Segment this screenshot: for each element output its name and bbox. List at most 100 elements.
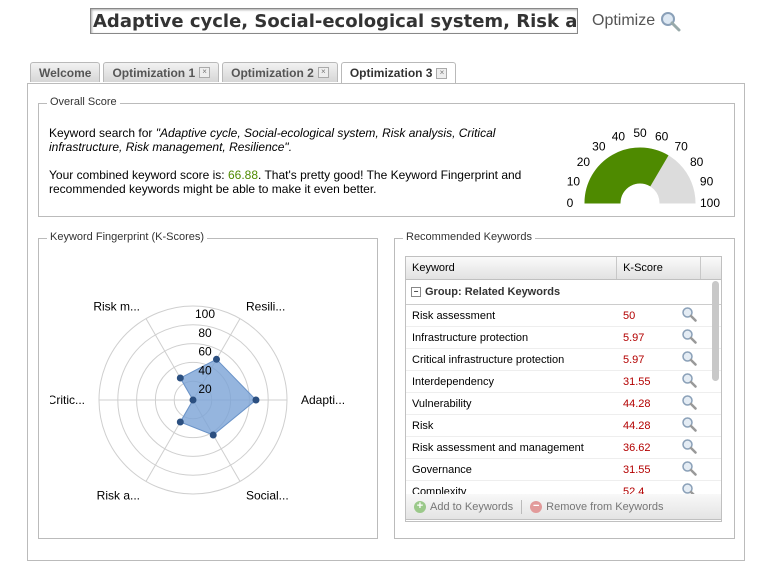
magnifier-icon[interactable] — [681, 328, 701, 347]
keyword-row[interactable]: Vulnerability 44.28 — [406, 393, 721, 415]
gauge-tick-label: 30 — [592, 139, 606, 153]
radar-axis-label: Adapti... — [301, 393, 345, 407]
radar-ring-label: 80 — [198, 326, 212, 340]
tab-panel — [27, 83, 745, 561]
tab-label: Optimization 2 — [231, 65, 314, 80]
tab-optimization-1[interactable]: Optimization 1 × — [103, 62, 220, 82]
magnifier-icon[interactable] — [681, 460, 701, 479]
add-label: Add to Keywords — [430, 500, 514, 513]
score-suffix: . That's pretty good! The Keyword Finger… — [49, 168, 522, 196]
tab-welcome[interactable]: Welcome — [30, 62, 101, 82]
overall-score-title: Overall Score — [47, 96, 120, 108]
radar-point[interactable] — [189, 396, 197, 404]
search-input[interactable]: Adaptive cycle, Social-ecological system… — [90, 8, 578, 34]
scrollbar[interactable] — [712, 281, 719, 381]
kscore-cell: 31.55 — [623, 375, 651, 388]
score-prefix: Your combined keyword score is: — [49, 168, 228, 182]
column-action — [701, 257, 721, 279]
keyword-row[interactable]: Risk assessment 50 — [406, 305, 721, 327]
remove-label: Remove from Keywords — [546, 500, 664, 513]
radar-point[interactable] — [176, 374, 184, 382]
query-prefix: Keyword search for — [49, 126, 156, 140]
fingerprint-box: Keyword Fingerprint (K-Scores) — [38, 231, 378, 539]
column-kscore[interactable]: K-Score — [617, 257, 702, 279]
optimize-label: Optimize — [592, 12, 656, 29]
divider — [521, 499, 523, 514]
keyword-row[interactable]: Risk 44.28 — [406, 415, 721, 437]
gauge-tick-label: 70 — [674, 139, 688, 153]
close-icon[interactable]: × — [436, 67, 448, 79]
kscore-cell: 5.97 — [623, 331, 645, 344]
tab-label: Welcome — [39, 65, 92, 80]
radar-ring-label: 40 — [198, 363, 212, 377]
keyword-cell: Vulnerability — [412, 397, 472, 410]
radar-ring-label: 20 — [198, 382, 212, 396]
query-text: "Adaptive cycle, Social-ecological syste… — [49, 126, 496, 154]
gauge-tick-label: 20 — [577, 155, 591, 169]
radar-point[interactable] — [252, 396, 260, 404]
radar-ring-label: 100 — [195, 307, 215, 321]
gauge-tick-label: 100 — [700, 196, 720, 210]
gauge-tick-label: 80 — [690, 155, 704, 169]
fingerprint-radar: 100 80 60 40 20 Resili... Adapti... Social... Ri… — [50, 300, 345, 503]
gauge-tick-label: 60 — [655, 129, 669, 143]
magnifier-icon[interactable] — [681, 350, 701, 369]
magnifier-icon[interactable] — [681, 438, 701, 457]
column-keyword[interactable]: Keyword — [406, 257, 618, 279]
kscore-cell: 44.28 — [623, 419, 651, 432]
close-icon[interactable]: × — [317, 67, 329, 78]
overall-description: Keyword search for "Adaptive cycle, Soci… — [49, 126, 549, 196]
kscore-cell: 36.62 — [623, 441, 651, 454]
kscore-cell: 44.28 — [623, 397, 651, 410]
keyword-cell: Critical infrastructure protection — [412, 353, 565, 366]
keyword-cell: Infrastructure protection — [412, 331, 529, 344]
gauge-fill — [584, 147, 669, 204]
optimize-button[interactable]: Optimize — [592, 10, 681, 32]
magnifier-icon[interactable] — [681, 394, 701, 413]
kscore-cell: 31.55 — [623, 463, 651, 476]
radar-axis-label: Risk a... — [97, 488, 140, 502]
kscore-cell: 50 — [623, 309, 636, 322]
grid-toolbar: + Add to Keywords − Remove from Keywords — [405, 494, 722, 520]
gauge-tick-label: 10 — [567, 174, 581, 188]
radar-axis-label: Social... — [246, 488, 289, 502]
keyword-row[interactable]: Infrastructure protection 5.97 — [406, 327, 721, 349]
close-icon[interactable]: × — [199, 67, 211, 78]
keyword-cell: Risk assessment and management — [412, 441, 584, 454]
keyword-row[interactable]: Governance 31.55 — [406, 459, 721, 481]
radar-ring-label: 60 — [198, 345, 212, 359]
keyword-row[interactable]: Critical infrastructure protection 5.97 — [406, 349, 721, 371]
score-value: 66.88 — [227, 168, 259, 182]
radar-point[interactable] — [209, 431, 217, 439]
remove-from-keywords-button[interactable]: − Remove from Keywords — [522, 500, 671, 513]
magnifier-icon[interactable] — [681, 306, 701, 325]
add-icon: + — [414, 500, 426, 513]
group-header[interactable]: − Group: Related Keywords — [406, 280, 721, 305]
tab-optimization-3[interactable]: Optimization 3 × — [340, 62, 457, 83]
gauge-tick-label: 0 — [567, 196, 574, 210]
fingerprint-title: Keyword Fingerprint (K-Scores) — [47, 231, 208, 243]
keyword-row[interactable]: Risk assessment and management 36.62 — [406, 437, 721, 459]
magnifier-icon[interactable] — [681, 372, 701, 391]
keyword-cell: Risk — [412, 419, 434, 432]
radar-point[interactable] — [176, 418, 184, 426]
gauge-tick-label: 50 — [633, 126, 647, 140]
remove-icon: − — [530, 500, 543, 513]
keyword-grid: Keyword K-Score − Group: Related Keywords… — [405, 256, 722, 522]
keyword-row[interactable]: Interdependency 31.55 — [406, 371, 721, 393]
overall-score-box: Overall Score — [38, 96, 735, 217]
magnifier-icon[interactable] — [681, 416, 701, 435]
tab-label: Optimization 3 — [349, 66, 433, 80]
tab-optimization-2[interactable]: Optimization 2 × — [222, 62, 338, 82]
tab-label: Optimization 1 — [112, 65, 196, 80]
keyword-cell: Risk assessment — [412, 309, 496, 322]
recommended-box: Recommended Keywords — [394, 231, 735, 539]
collapse-icon[interactable]: − — [411, 287, 421, 298]
recommended-title: Recommended Keywords — [403, 231, 535, 243]
gauge-tick-label: 40 — [612, 129, 626, 143]
add-to-keywords-button[interactable]: + Add to Keywords — [406, 500, 521, 513]
radar-axis-label: Resili... — [246, 300, 285, 314]
magnifier-icon — [661, 12, 681, 32]
radar-point[interactable] — [213, 355, 220, 363]
